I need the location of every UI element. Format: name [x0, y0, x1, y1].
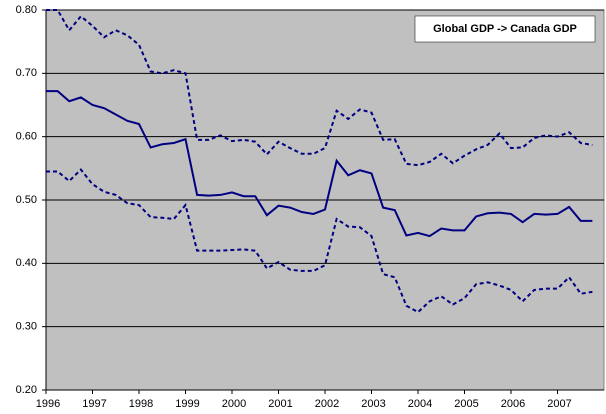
x-tick-label: 2000 — [222, 398, 246, 410]
y-tick-label: 0.40 — [16, 257, 37, 269]
chart-title: Global GDP -> Canada GDP — [433, 23, 577, 35]
y-tick-label: 0.30 — [16, 321, 37, 333]
x-tick-label: 2007 — [547, 398, 571, 410]
x-tick-label: 1998 — [129, 398, 153, 410]
x-tick-label: 2003 — [361, 398, 385, 410]
x-tick-label: 2005 — [454, 398, 478, 410]
x-tick-label: 2006 — [501, 398, 525, 410]
x-tick-label: 2002 — [315, 398, 339, 410]
y-tick-label: 0.70 — [16, 67, 37, 79]
series-line — [46, 168, 593, 314]
y-tick-label: 0.50 — [16, 194, 37, 206]
series-line — [46, 90, 593, 238]
x-tick-label: 1997 — [82, 398, 106, 410]
x-tick-label: 2001 — [268, 398, 292, 410]
title-box — [414, 15, 596, 43]
y-tick-label: 0.20 — [16, 384, 37, 396]
x-tick-label: 1996 — [36, 398, 60, 410]
x-tick-label: 1999 — [175, 398, 199, 410]
y-tick-label: 0.80 — [16, 4, 37, 16]
y-tick-label: 0.60 — [16, 131, 37, 143]
x-tick-label: 2004 — [408, 398, 432, 410]
